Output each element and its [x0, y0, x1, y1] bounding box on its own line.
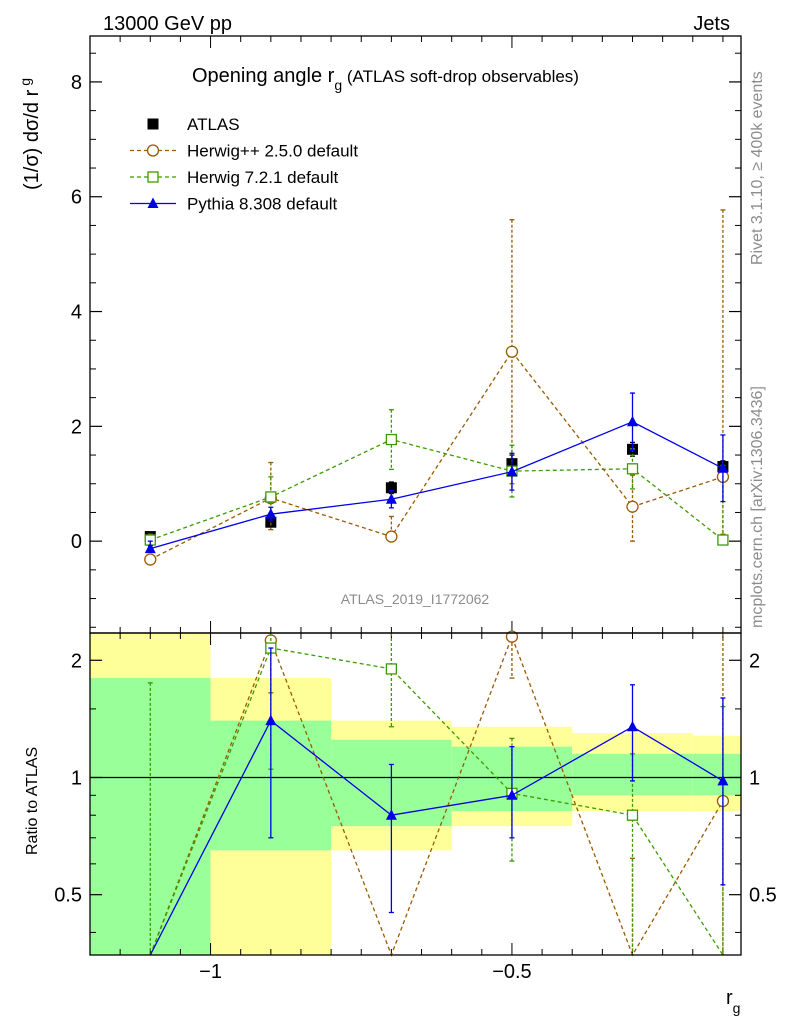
xtick-label: −0.5: [492, 961, 531, 983]
marker-herwig721: [626, 809, 639, 821]
upper-ylabel: (1/σ) dσ/d r g: [17, 78, 43, 190]
upper-ytick-label: 4: [71, 302, 82, 324]
marker-pythia: [144, 542, 156, 554]
upper-title: Opening angle rg (ATLAS soft-drop observ…: [192, 65, 579, 93]
series-line-herwig721: [150, 438, 724, 541]
marker-atlas: [265, 516, 277, 528]
series-line-herwig25: [150, 350, 724, 561]
marker-herwig721: [385, 663, 398, 675]
title-main: Opening angle r: [192, 65, 335, 87]
lower-marks: [147, 630, 730, 957]
lower-ytick-label: 0.5: [54, 885, 82, 907]
marker-herwig25: [505, 345, 519, 358]
upper-ytick-label: 8: [71, 72, 82, 94]
marker-pythia: [265, 508, 277, 519]
lower-ytick-label-right: 1: [749, 767, 760, 789]
marker-herwig721: [265, 491, 277, 503]
lower-frame: [89, 632, 742, 956]
header-right: Jets: [693, 13, 730, 35]
legend-entry-pythia: Pythia 8.308 default: [130, 195, 338, 214]
title-sub: g: [334, 77, 342, 93]
series-line-herwig25: [149, 634, 724, 957]
lower-ytick-label: 1: [71, 767, 82, 789]
series-line-herwig721: [149, 647, 724, 956]
legend-label: ATLAS: [187, 115, 240, 134]
marker-pythia: [265, 714, 277, 726]
lower-ytick-label-right: 2: [749, 650, 760, 672]
marker-pythia: [147, 197, 159, 208]
xlabel: rg: [726, 987, 740, 1016]
rivet-label: Rivet 3.1.10, ≥ 400k events: [749, 71, 766, 265]
marker-atlas: [385, 482, 397, 494]
marker-herwig721: [147, 171, 159, 183]
lower-ytick-label: 2: [71, 650, 82, 672]
watermark: ATLAS_2019_I1772062: [341, 591, 490, 607]
legend: ATLAS Herwig++ 2.5.0 default Herwig 7.2.1 …: [130, 115, 358, 214]
band-green: [692, 753, 741, 796]
legend-label: Pythia 8.308 default: [187, 195, 338, 214]
mcplots-label: mcplots.cern.ch [arXiv:1306.3436]: [749, 386, 766, 628]
marker-pythia: [385, 809, 397, 820]
marker-herwig25: [626, 500, 639, 513]
ylabel-sub: g: [17, 78, 33, 86]
xlabel-sub: g: [733, 1000, 741, 1016]
series-herwig25: [144, 209, 730, 566]
marker-herwig25: [385, 530, 398, 543]
marker-herwig721: [626, 463, 639, 475]
marker-herwig721: [385, 433, 398, 446]
lower-axes: 0.5 0.5 1 1 2 2 −1 −0.5: [54, 633, 777, 983]
lower-ytick-label-right: 0.5: [749, 885, 777, 907]
marker-herwig25: [146, 144, 160, 157]
marker-herwig25: [505, 630, 519, 643]
title-rest: (ATLAS soft-drop observables): [342, 67, 579, 86]
series-pythia: [144, 392, 729, 554]
marker-pythia: [627, 415, 638, 427]
marker-pythia: [506, 789, 518, 800]
marker-pythia: [506, 465, 518, 477]
xlabel-main: r: [726, 987, 733, 1009]
header-left: 13000 GeV pp: [103, 13, 232, 35]
marker-herwig721: [717, 534, 729, 546]
upper-axes: 0 2 4 6 8: [71, 36, 741, 633]
ylabel-main: (1/σ) dσ/d r: [21, 89, 43, 190]
marker-pythia: [385, 493, 397, 504]
series-line-pythia: [150, 421, 724, 550]
legend-label: Herwig 7.2.1 default: [187, 168, 338, 187]
marker-herwig25: [144, 553, 157, 566]
ratio-bands: [90, 633, 741, 955]
lower-ylabel: Ratio to ATLAS: [24, 747, 41, 855]
legend-entry-atlas: ATLAS: [147, 115, 240, 134]
xtick-label: −1: [199, 961, 222, 983]
upper-ytick-label: 6: [71, 187, 82, 209]
marker-atlas: [147, 118, 159, 130]
series-line-pythia: [149, 719, 724, 956]
legend-entry-herwig25: Herwig++ 2.5.0 default: [130, 142, 358, 161]
marker-pythia: [717, 462, 729, 473]
marker-pythia: [627, 720, 638, 732]
marker-pythia: [717, 774, 729, 786]
upper-marks: [144, 209, 730, 566]
legend-entry-herwig721: Herwig 7.2.1 default: [130, 168, 338, 187]
legend-label: Herwig++ 2.5.0 default: [187, 142, 358, 161]
upper-ytick-label: 0: [71, 531, 82, 553]
series-pythia: [149, 647, 729, 956]
upper-ytick-label: 2: [71, 416, 82, 438]
series-atlas: [144, 441, 729, 543]
